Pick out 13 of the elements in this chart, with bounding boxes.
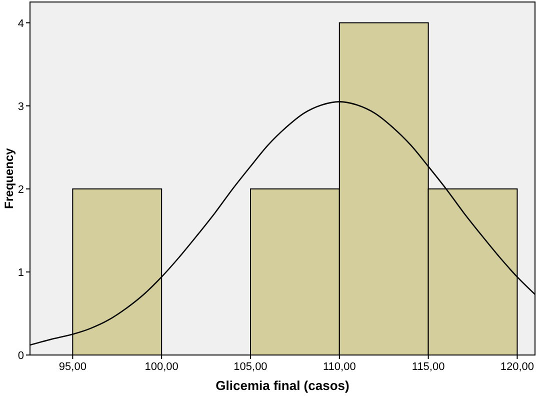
y-axis-title: Frequency xyxy=(2,148,16,209)
y-tick-label: 0 xyxy=(18,350,24,362)
x-tick-label: 105,00 xyxy=(234,361,268,373)
y-tick-label: 3 xyxy=(18,100,24,113)
x-tick-label: 95,00 xyxy=(58,361,86,373)
x-tick-label: 115,00 xyxy=(412,361,445,373)
x-tick-label: 100,00 xyxy=(144,361,178,373)
y-tick-label: 2 xyxy=(18,184,24,196)
y-tick-label: 1 xyxy=(18,266,24,279)
x-tick-label: 110,00 xyxy=(322,361,356,373)
x-axis-title: Glicemia final (casos) xyxy=(216,378,350,393)
y-tick-label: 4 xyxy=(18,18,24,30)
x-tick-label: 120,00 xyxy=(500,361,534,373)
